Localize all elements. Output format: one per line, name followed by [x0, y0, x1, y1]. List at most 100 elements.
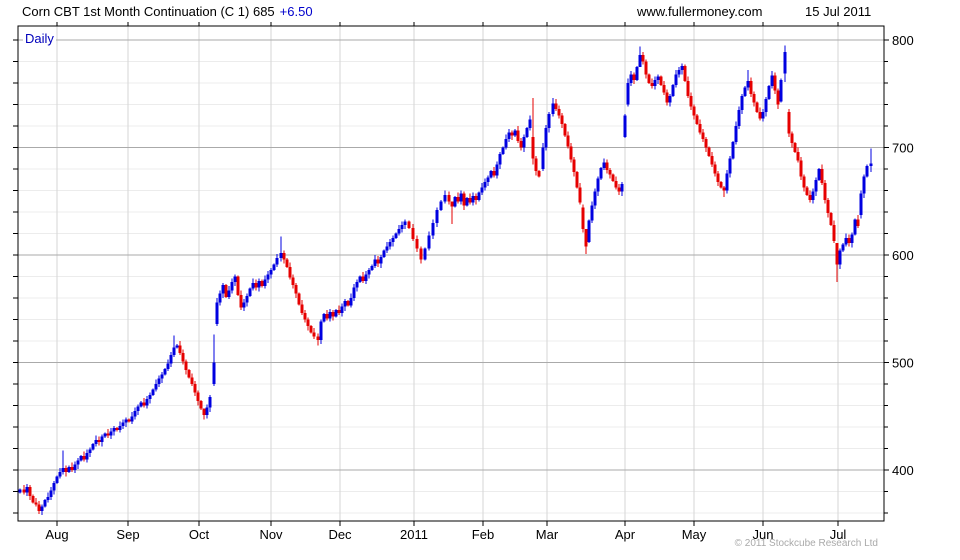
svg-text:May: May: [682, 527, 707, 542]
candle: [230, 278, 234, 294]
candle: [124, 417, 128, 427]
candle: [400, 221, 404, 233]
candle: [325, 309, 329, 321]
candle: [218, 290, 222, 306]
candle: [79, 454, 83, 462]
candle: [61, 450, 65, 475]
candle: [251, 278, 255, 291]
candle: [25, 483, 29, 496]
candle: [370, 264, 374, 272]
candle: [501, 146, 505, 156]
candle: [257, 278, 261, 292]
candle: [522, 134, 526, 152]
candle: [477, 191, 481, 202]
candle: [507, 129, 511, 143]
candle: [841, 243, 845, 252]
candle: [419, 246, 423, 264]
candle: [462, 191, 466, 210]
copyright-label: © 2011 Stockcube Research Ltd: [734, 538, 878, 549]
candle: [106, 429, 110, 438]
candle: [677, 66, 681, 78]
candle: [447, 191, 451, 205]
candle: [740, 93, 744, 115]
candle: [73, 461, 77, 474]
candle: [495, 161, 499, 179]
candle: [288, 262, 292, 280]
candle: [151, 388, 155, 396]
candle: [790, 131, 794, 148]
candle: [593, 188, 597, 209]
candle: [701, 129, 705, 143]
candle: [483, 178, 487, 191]
candle: [749, 77, 753, 97]
candle: [728, 156, 732, 178]
svg-text:Apr: Apr: [615, 527, 636, 542]
candle: [737, 106, 741, 130]
svg-text:700: 700: [892, 141, 914, 156]
candle: [46, 492, 50, 503]
candle: [528, 115, 532, 131]
candle: [829, 212, 833, 226]
candle: [55, 475, 59, 484]
candle: [31, 494, 35, 504]
candle: [263, 275, 267, 289]
candle: [282, 250, 286, 264]
page-title: Corn CBT 1st Month Continuation (C 1) 68…: [22, 4, 275, 19]
candle: [453, 195, 457, 208]
candle: [656, 74, 660, 85]
candle: [385, 242, 389, 253]
candle: [808, 190, 812, 203]
candle: [710, 151, 714, 167]
candle: [28, 485, 32, 501]
candle: [275, 253, 279, 267]
candle: [608, 167, 612, 179]
candle: [139, 401, 143, 408]
candle: [34, 497, 38, 507]
candle: [85, 449, 89, 463]
candle: [184, 359, 188, 375]
candle: [614, 176, 618, 190]
candle: [364, 271, 368, 285]
candle: [337, 305, 341, 316]
candle: [208, 394, 212, 412]
candle: [557, 105, 561, 119]
candle: [856, 215, 860, 229]
candle: [575, 171, 579, 189]
candle: [793, 142, 797, 153]
candle: [367, 267, 371, 279]
candle: [796, 147, 800, 163]
candle: [254, 279, 258, 291]
svg-text:Sep: Sep: [116, 527, 139, 542]
candle: [551, 98, 555, 117]
candle: [599, 166, 603, 180]
svg-text:Oct: Oct: [189, 527, 210, 542]
candle: [510, 130, 514, 140]
candle: [799, 157, 803, 180]
candle: [626, 78, 630, 107]
candle: [248, 287, 252, 297]
svg-text:Jun: Jun: [753, 527, 774, 542]
candle: [674, 70, 678, 88]
candle: [115, 427, 119, 432]
candle: [641, 51, 645, 65]
candle: [423, 247, 427, 261]
candle: [397, 224, 401, 236]
candle: [294, 282, 298, 298]
candle: [346, 300, 350, 307]
candle: [783, 45, 787, 82]
candle: [169, 351, 173, 367]
candle: [427, 231, 431, 251]
candle: [680, 63, 684, 75]
candle: [811, 188, 815, 204]
candle: [411, 223, 415, 242]
candle: [566, 131, 570, 149]
candle: [112, 425, 116, 436]
candle: [504, 134, 508, 150]
candle: [569, 143, 573, 163]
svg-text:Jul: Jul: [830, 527, 847, 542]
candle: [40, 504, 44, 516]
svg-text:Aug: Aug: [45, 527, 68, 542]
candle: [373, 255, 377, 268]
candle: [683, 64, 687, 82]
